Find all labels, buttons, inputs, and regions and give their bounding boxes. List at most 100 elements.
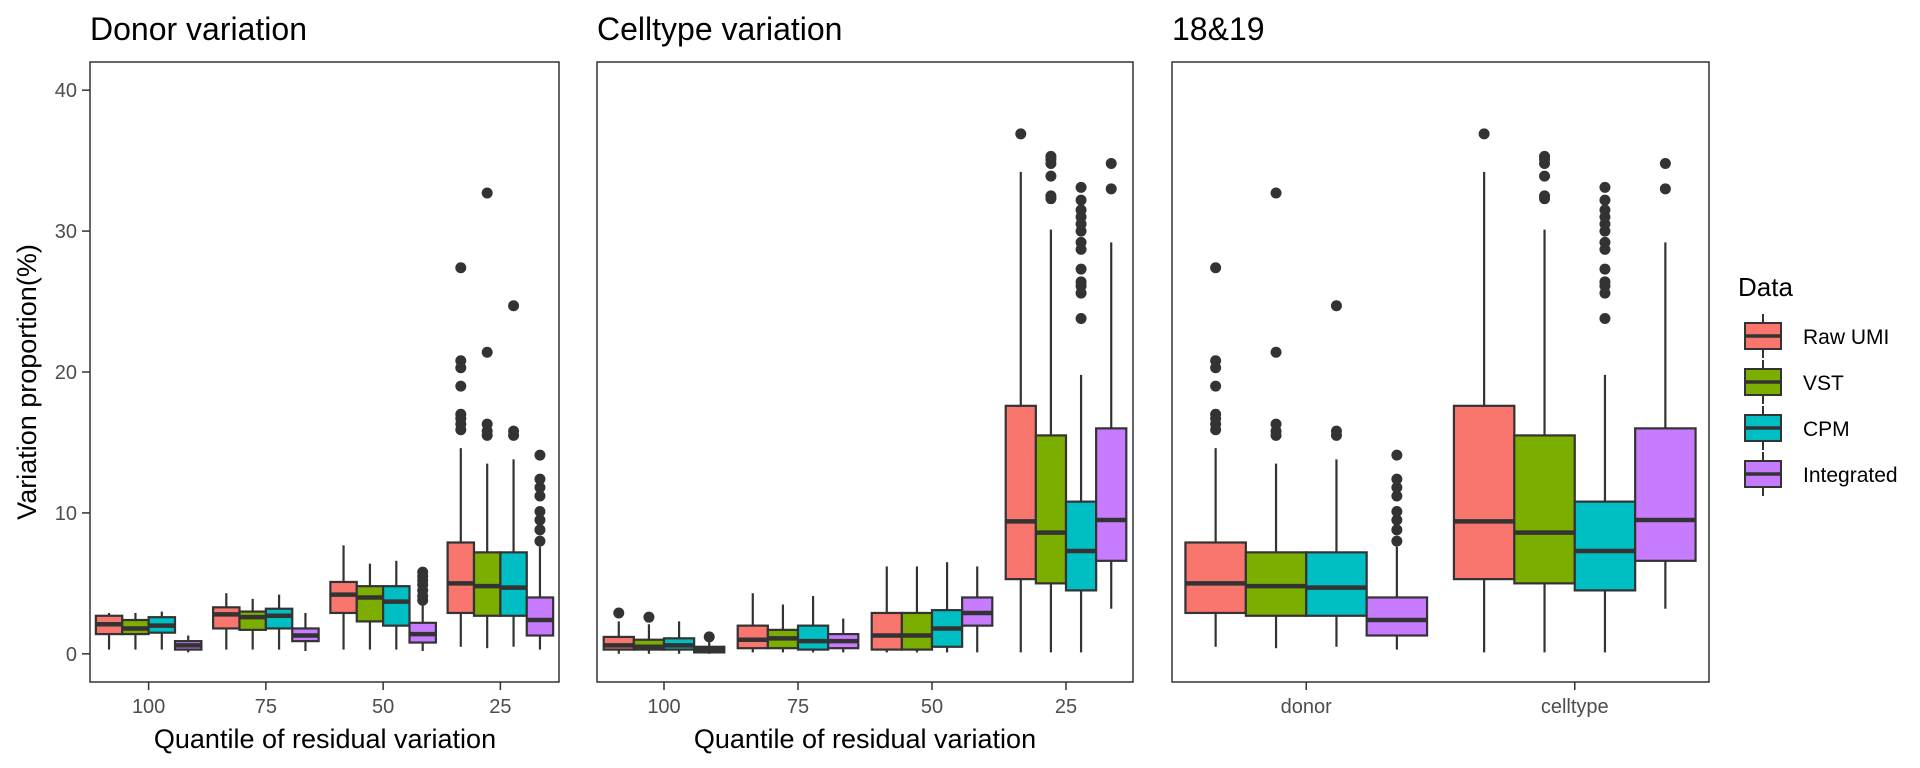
x-tick-label-75: 75 [787, 696, 809, 718]
outlier-point [481, 418, 493, 430]
box-body [1452, 404, 1516, 581]
panel-frame [596, 61, 1134, 683]
outlier-point [481, 187, 493, 199]
y-tick-label: 30 [55, 221, 77, 243]
box-body [264, 607, 294, 630]
legend-title: Data [1738, 272, 1793, 302]
box-integrated-50 [961, 566, 994, 653]
y-tick-label: 10 [55, 503, 77, 525]
outlier-point [1210, 355, 1222, 367]
y-tick-label: 40 [55, 80, 77, 102]
outlier-point [1045, 150, 1057, 162]
x-tick-label-100: 100 [647, 696, 680, 718]
box-body [1305, 551, 1368, 617]
outlier-point [1599, 204, 1611, 216]
panel-celltype-variation: 100 75 50 25 [596, 61, 1134, 718]
outlier-point [534, 535, 546, 547]
outlier-point [534, 514, 546, 526]
outlier-point [1391, 514, 1403, 526]
box-body [382, 585, 411, 627]
outlier-point [1270, 187, 1282, 199]
outlier-point [1045, 170, 1057, 182]
outlier-point [417, 566, 429, 578]
box-cpm-donor [1305, 300, 1368, 647]
x-tick-label-donor: donor [1281, 696, 1332, 718]
outlier-point [508, 425, 520, 437]
outlier-point [1270, 418, 1282, 430]
outlier-point [534, 490, 546, 502]
x-tick-label-100: 100 [132, 696, 165, 718]
outlier-point [1330, 425, 1342, 437]
outlier-point [1075, 312, 1087, 324]
box-cpm-25 [1064, 181, 1098, 653]
box-body [355, 585, 385, 623]
box-integrated-100 [173, 635, 203, 653]
box-cpm-50 [382, 560, 411, 650]
box-body [870, 611, 903, 651]
outlier-point [1210, 408, 1222, 420]
legend-label-cpm: CPM [1803, 418, 1850, 441]
box-body [1004, 404, 1037, 581]
box-vst-75 [238, 598, 267, 650]
box-cpm-celltype [1573, 181, 1637, 653]
box-integrated-25 [525, 449, 555, 650]
box-raw-umi-100 [602, 607, 635, 654]
x-tick-label-75: 75 [255, 696, 277, 718]
outlier-point [1599, 236, 1611, 248]
box-body [329, 580, 358, 615]
box-vst-50 [900, 566, 934, 653]
box-raw-umi-celltype [1452, 128, 1516, 653]
y-tick-label: 20 [55, 362, 77, 384]
box-body [525, 596, 555, 637]
box-body [1095, 427, 1128, 562]
x-axis-label-donor: Quantile of residual variation [154, 724, 496, 754]
box-body [446, 541, 476, 615]
outlier-point [1391, 473, 1403, 485]
x-tick-label-50: 50 [372, 696, 394, 718]
outlier-point [1270, 346, 1282, 358]
outlier-point [1105, 157, 1117, 169]
box-body [1573, 500, 1637, 592]
box-cpm-100 [147, 611, 177, 650]
outlier-point [508, 300, 520, 312]
box-raw-umi-75 [212, 593, 241, 650]
x-tick-label-50: 50 [921, 696, 943, 718]
x-tick-label-25: 25 [489, 696, 511, 718]
box-raw-umi-donor [1184, 262, 1247, 647]
box-cpm-100 [662, 621, 696, 654]
outlier-point [1539, 150, 1551, 162]
outlier-point [1391, 524, 1403, 536]
box-cpm-50 [930, 562, 964, 653]
outlier-point [1599, 276, 1611, 288]
box-body [1634, 427, 1697, 562]
box-body [499, 551, 528, 617]
box-raw-umi-25 [446, 262, 476, 647]
outlier-point [455, 380, 467, 392]
panel-frame [1171, 61, 1710, 683]
outlier-point [455, 355, 467, 367]
box-vst-celltype [1513, 150, 1576, 653]
outlier-point [1075, 236, 1087, 248]
outlier-point [1075, 194, 1087, 206]
legend-label-raw-umi: Raw UMI [1803, 326, 1889, 349]
box-raw-umi-25 [1004, 128, 1037, 653]
box-raw-umi-50 [870, 566, 903, 653]
outlier-point [534, 482, 546, 494]
outlier-point [1075, 263, 1087, 275]
outlier-point [1599, 263, 1611, 275]
box-cpm-75 [264, 594, 294, 650]
outlier-point [534, 524, 546, 536]
outlier-point [455, 262, 467, 274]
box-body [900, 611, 934, 651]
box-integrated-celltype [1634, 157, 1697, 609]
x-tick-label-25: 25 [1055, 696, 1077, 718]
outlier-point [1478, 128, 1490, 140]
outlier-point [481, 346, 493, 358]
box-cpm-25 [499, 300, 528, 647]
box-body [736, 624, 769, 650]
outlier-point [1045, 190, 1057, 202]
box-body [212, 606, 241, 630]
box-body [1064, 500, 1098, 592]
outlier-point [1659, 157, 1671, 169]
